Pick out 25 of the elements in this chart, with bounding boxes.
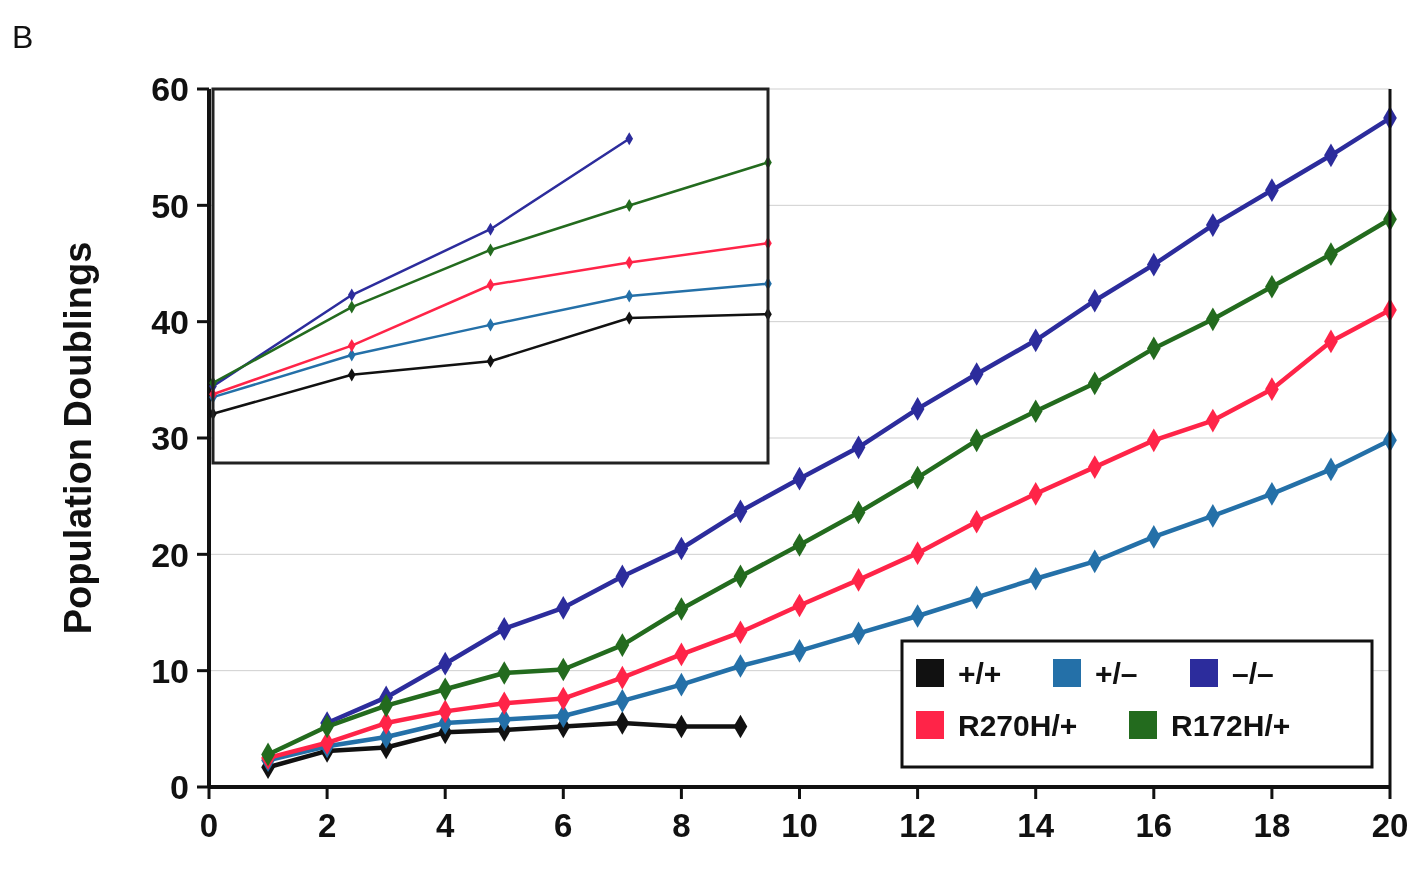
y-tick-label: 50 [151, 186, 189, 225]
x-tick-label: 10 [781, 807, 818, 844]
x-tick-label: 2 [317, 807, 337, 844]
y-tick-label: 0 [170, 768, 189, 807]
x-tick-label: 8 [672, 807, 691, 844]
x-tick-label: 12 [899, 807, 936, 844]
legend-label: +/– [1095, 656, 1138, 690]
y-tick-label: 60 [151, 70, 189, 109]
y-tick-label: 30 [151, 419, 189, 458]
x-tick-label: 16 [1135, 807, 1173, 844]
text: B [12, 19, 34, 55]
legend-label: –/– [1232, 656, 1274, 690]
y-axis-title: Population Doublings [57, 241, 99, 635]
legend-label: R172H/+ [1171, 708, 1291, 742]
x-tick-label: 14 [1017, 807, 1055, 844]
legend-label: R270H/+ [958, 708, 1078, 742]
x-tick-label: 20 [1371, 807, 1409, 844]
y-tick-label: 10 [151, 651, 189, 690]
x-tick-label: 4 [436, 807, 456, 844]
y-tick-label: 20 [151, 535, 189, 574]
legend-label: +/+ [958, 656, 1002, 690]
x-tick-label: 6 [554, 807, 573, 844]
x-tick-label: 0 [199, 807, 219, 844]
x-tick-label: 18 [1253, 807, 1291, 844]
y-tick-label: 40 [151, 302, 189, 341]
